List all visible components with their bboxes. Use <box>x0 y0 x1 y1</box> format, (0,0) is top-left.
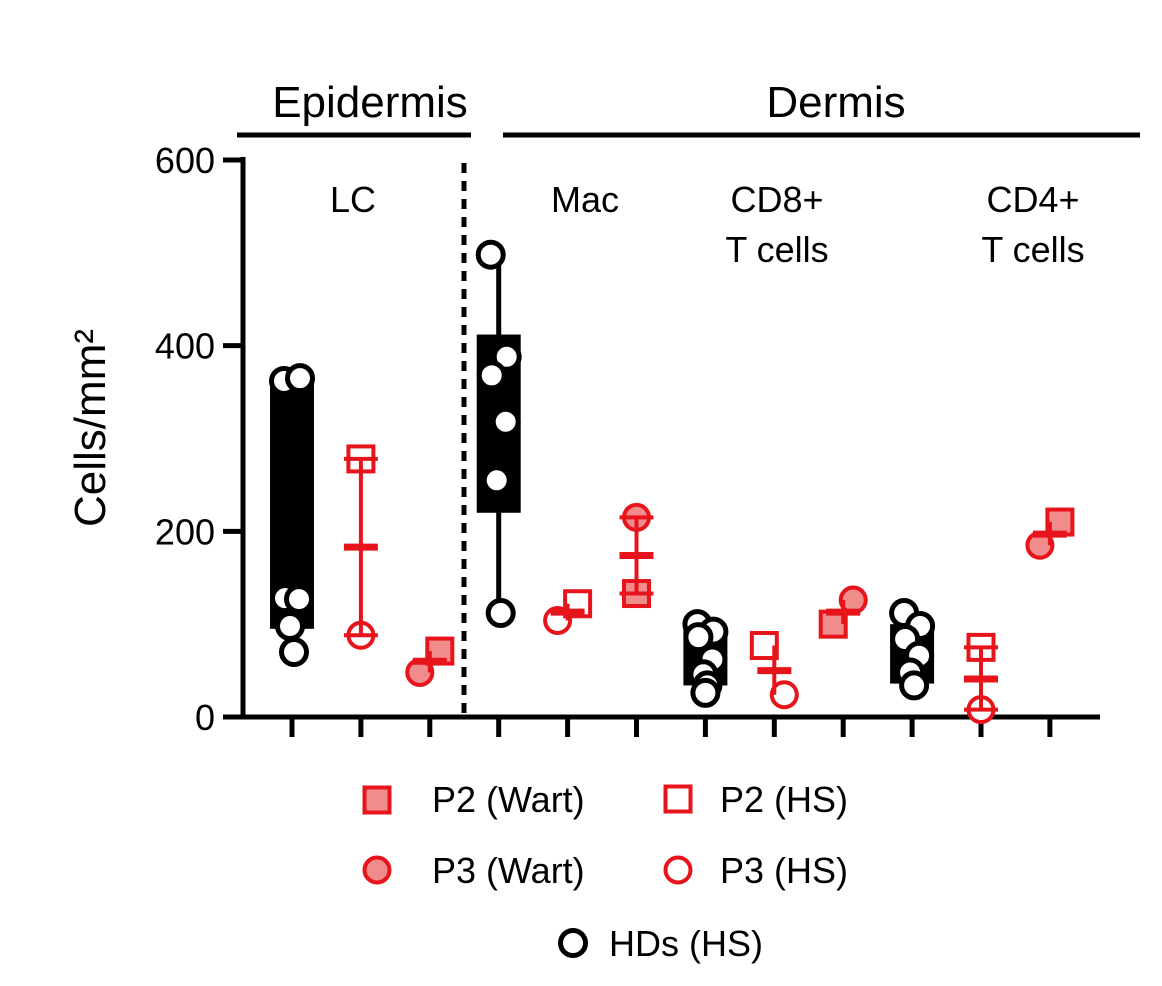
legend-marker <box>362 855 392 885</box>
data-points <box>269 239 1075 725</box>
hd-point <box>481 465 512 496</box>
legend-marker <box>558 928 588 958</box>
hd-point <box>491 341 522 372</box>
region-label-epidermis: Epidermis <box>272 78 468 127</box>
group-label: CD8+ <box>730 179 823 220</box>
legend-marker <box>362 785 392 815</box>
hd-point <box>490 406 521 437</box>
region-headers: Epidermis Dermis <box>237 78 1140 138</box>
legend-label: P3 (Wart) <box>432 850 585 891</box>
y-axis-label: Cells/mm² <box>66 329 115 527</box>
hd-point <box>284 584 314 615</box>
legend-label: P2 (HS) <box>720 779 848 820</box>
mean-markers <box>343 456 1067 712</box>
hd-point <box>899 670 930 701</box>
hd-point <box>285 363 315 394</box>
axes: 0 200 400 600 Cells/mm² <box>66 140 1100 738</box>
group-label: T cells <box>725 229 828 270</box>
hd-point <box>476 360 507 391</box>
patient-point <box>769 680 799 710</box>
y-tick-label: 200 <box>155 511 215 552</box>
group-labels: LC Mac CD8+ T cells CD4+ T cells <box>330 179 1085 270</box>
hd-point <box>683 622 714 653</box>
group-label: T cells <box>981 229 1084 270</box>
legend-label: P3 (HS) <box>720 850 848 891</box>
hd-point <box>690 677 721 708</box>
legend-marker <box>663 784 693 814</box>
hd-point <box>275 611 305 642</box>
legend-marker <box>663 855 693 885</box>
hd-point <box>279 637 309 668</box>
legend-label: HDs (HS) <box>609 923 763 964</box>
group-label: CD4+ <box>986 179 1079 220</box>
legend-label: P2 (Wart) <box>432 779 585 820</box>
group-label: Mac <box>551 179 619 220</box>
hd-point <box>485 598 516 629</box>
y-tick-label: 600 <box>155 140 215 181</box>
y-tick-label: 0 <box>195 697 215 738</box>
y-tick-label: 400 <box>155 326 215 367</box>
region-label-dermis: Dermis <box>766 78 905 127</box>
legend: P2 (Wart) P2 (HS) P3 (Wart) P3 (HS) HDs (HS) <box>362 779 848 964</box>
hd-point <box>475 239 506 270</box>
group-label: LC <box>330 179 376 220</box>
